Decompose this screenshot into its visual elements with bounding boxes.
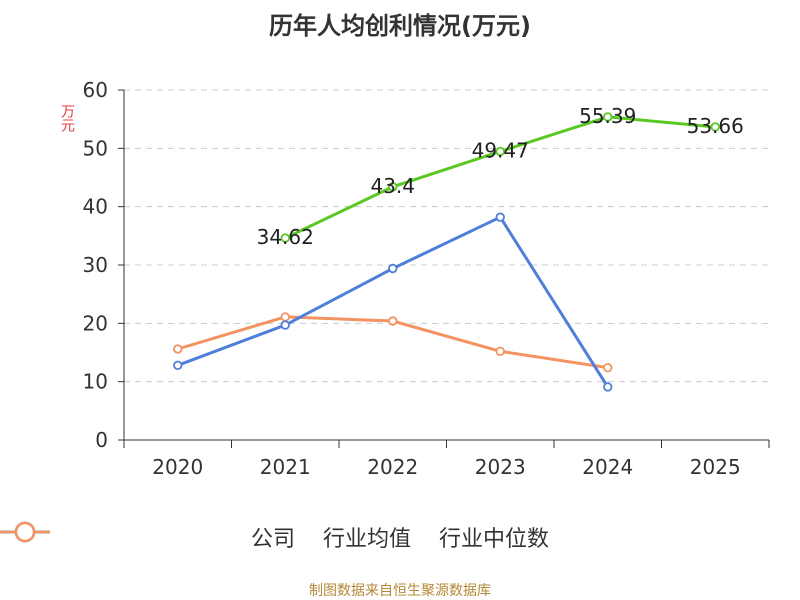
legend-item[interactable]: 公司	[0, 521, 295, 553]
y-tick-label: 30	[83, 253, 108, 277]
data-point	[280, 233, 290, 243]
data-point	[495, 146, 505, 157]
data-point	[495, 212, 505, 222]
y-tick-label: 10	[83, 370, 108, 394]
y-tick-label: 0	[95, 428, 108, 452]
data-point	[173, 344, 183, 354]
data-point	[603, 112, 613, 122]
legend-label: 公司	[250, 527, 295, 552]
data-point	[280, 312, 290, 322]
data-label: 53.66	[687, 114, 744, 138]
legend-label: 行业中位数	[439, 527, 550, 552]
y-axis-label: 万元	[59, 104, 75, 132]
x-tick-label: 2022	[367, 455, 418, 479]
data-point	[710, 122, 720, 132]
x-tick-label: 2024	[582, 455, 633, 479]
series-line	[177, 215, 610, 388]
y-tick-label: 40	[83, 195, 108, 219]
x-tick-label: 2021	[260, 455, 311, 479]
chart-title: 历年人均创利情况(万元)	[269, 12, 531, 40]
x-tick-label: 2020	[152, 455, 203, 479]
data-point	[388, 263, 398, 274]
data-point	[388, 182, 398, 192]
data-label: 55.39	[579, 104, 636, 128]
data-point	[603, 362, 613, 373]
source-note: 制图数据来自恒生聚源数据库	[309, 583, 491, 599]
legend: 公司 行业均值 行业中位数	[0, 520, 800, 554]
data-point	[173, 360, 183, 371]
x-tick-label: 2025	[690, 455, 741, 479]
data-point	[603, 382, 613, 392]
data-point	[280, 320, 290, 330]
legend-item[interactable]: 行业中位数	[0, 521, 550, 553]
data-label: 49.47	[472, 138, 529, 162]
data-point	[495, 346, 505, 357]
y-tick-label: 50	[83, 136, 108, 160]
data-label: 43.4	[370, 174, 415, 198]
data-label: 34.62	[257, 225, 314, 249]
x-tick-label: 2023	[475, 455, 526, 479]
y-tick-label: 60	[83, 78, 108, 102]
legend-line-marker-icon	[0, 521, 50, 543]
legend-item[interactable]: 行业均值	[0, 521, 411, 553]
y-tick-label: 20	[83, 311, 108, 335]
data-point	[388, 316, 398, 326]
legend-label: 行业均值	[322, 527, 411, 552]
